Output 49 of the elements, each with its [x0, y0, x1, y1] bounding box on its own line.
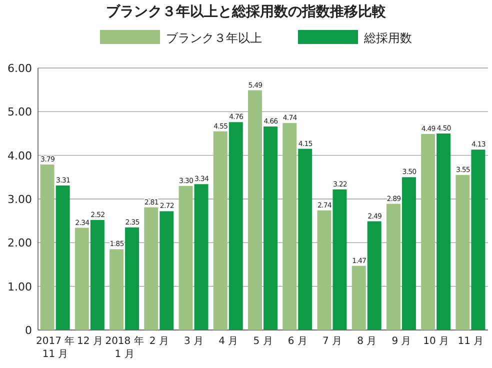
legend-label: ブランク３年以上 — [166, 31, 262, 45]
bar — [110, 249, 124, 330]
bar — [213, 131, 228, 330]
bar — [282, 123, 297, 330]
x-tick-label: 2 月 — [149, 336, 169, 347]
x-tick-label: 12 月 — [76, 336, 103, 347]
bar — [74, 228, 89, 330]
bar — [56, 185, 70, 330]
x-tick-label: 7 月 — [322, 336, 342, 347]
x-tick-label: 3 月 — [184, 336, 204, 347]
bar — [125, 227, 140, 330]
bar — [228, 122, 243, 330]
bar — [160, 211, 174, 330]
x-tick-label: 10 月 — [423, 336, 450, 347]
y-tick-label: 0 — [25, 324, 32, 337]
x-tick-label: 2017 年 11 月 — [36, 335, 75, 360]
bar — [332, 189, 347, 330]
chart-title: ブランク３年以上と総採用数の指数推移比較 — [106, 3, 387, 20]
x-tick-label: 2018 年 1 月 — [105, 335, 144, 360]
bar — [386, 204, 400, 330]
y-tick-label: 1.00 — [8, 280, 32, 294]
bar — [436, 134, 451, 330]
y-tick-label: 3.00 — [8, 193, 32, 206]
bar — [421, 134, 436, 330]
bar — [194, 184, 208, 330]
bar — [352, 266, 366, 330]
bar — [367, 221, 382, 330]
bar — [264, 126, 278, 330]
bar — [90, 220, 104, 330]
y-tick-label: 5.00 — [8, 106, 32, 119]
y-tick-label: 4.00 — [8, 149, 32, 162]
x-tick-label: 11 月 — [458, 336, 484, 347]
x-tick-label: 9 月 — [392, 336, 412, 347]
bar — [248, 90, 262, 330]
bar — [298, 148, 312, 330]
bar — [402, 177, 416, 330]
bar — [144, 207, 158, 330]
legend-label: 総採用数 — [363, 31, 412, 45]
bar — [40, 164, 54, 330]
y-tick-label: 2.00 — [8, 236, 32, 250]
bar — [456, 174, 470, 330]
bar — [178, 186, 193, 330]
bar — [317, 210, 332, 330]
x-tick-label: 6 月 — [288, 336, 308, 347]
y-tick-label: 6.00 — [8, 62, 32, 75]
x-tick-label: 4 月 — [218, 336, 238, 347]
x-tick-label: 8 月 — [357, 336, 377, 347]
bar — [471, 150, 486, 330]
x-tick-label: 5 月 — [253, 336, 273, 347]
